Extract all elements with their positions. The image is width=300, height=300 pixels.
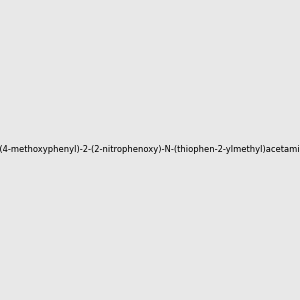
Text: N-(4-methoxyphenyl)-2-(2-nitrophenoxy)-N-(thiophen-2-ylmethyl)acetamide: N-(4-methoxyphenyl)-2-(2-nitrophenoxy)-N… xyxy=(0,146,300,154)
